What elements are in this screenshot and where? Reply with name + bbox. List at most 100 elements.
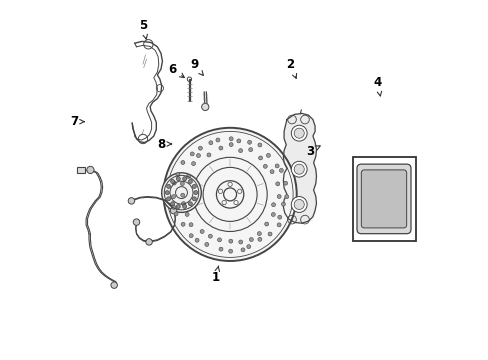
Circle shape: [275, 164, 279, 168]
Circle shape: [162, 173, 201, 212]
Circle shape: [294, 164, 304, 174]
Circle shape: [366, 176, 375, 184]
Text: 4: 4: [373, 76, 381, 96]
Circle shape: [192, 184, 196, 188]
Circle shape: [228, 239, 232, 243]
Circle shape: [217, 238, 221, 242]
Circle shape: [190, 152, 194, 156]
Circle shape: [219, 146, 223, 150]
Circle shape: [249, 238, 253, 242]
Text: 3: 3: [305, 145, 320, 158]
Circle shape: [277, 194, 281, 198]
Circle shape: [269, 170, 273, 174]
Circle shape: [170, 202, 174, 206]
Circle shape: [188, 202, 192, 206]
Circle shape: [400, 183, 406, 189]
Circle shape: [176, 204, 180, 208]
Circle shape: [266, 153, 270, 157]
Circle shape: [229, 137, 233, 141]
Text: 2: 2: [286, 58, 296, 78]
Circle shape: [281, 202, 285, 206]
Bar: [77, 167, 84, 173]
Circle shape: [196, 154, 200, 158]
Text: 5: 5: [139, 19, 147, 39]
Text: 7: 7: [70, 115, 84, 128]
Circle shape: [284, 195, 288, 199]
Circle shape: [111, 282, 117, 288]
Circle shape: [163, 128, 296, 261]
Circle shape: [181, 193, 184, 197]
Circle shape: [174, 212, 178, 216]
FancyBboxPatch shape: [361, 170, 406, 228]
Circle shape: [241, 248, 244, 252]
Circle shape: [248, 148, 252, 152]
Circle shape: [271, 203, 275, 207]
Circle shape: [172, 181, 176, 185]
Circle shape: [247, 140, 251, 144]
FancyBboxPatch shape: [356, 164, 410, 234]
Text: 6: 6: [168, 63, 184, 78]
Circle shape: [145, 239, 152, 245]
Circle shape: [166, 184, 170, 188]
Circle shape: [170, 180, 174, 184]
Circle shape: [294, 199, 304, 210]
Text: 8: 8: [157, 138, 171, 150]
Circle shape: [183, 204, 186, 208]
Circle shape: [257, 231, 261, 235]
Text: 1: 1: [211, 266, 219, 284]
Circle shape: [228, 249, 232, 253]
Circle shape: [191, 162, 195, 166]
Circle shape: [277, 215, 281, 219]
Circle shape: [183, 177, 186, 181]
Circle shape: [238, 149, 242, 153]
Circle shape: [294, 128, 304, 138]
Circle shape: [171, 195, 175, 199]
Circle shape: [267, 232, 271, 236]
Text: 9: 9: [189, 58, 203, 75]
Polygon shape: [283, 113, 316, 223]
Circle shape: [176, 172, 180, 176]
Circle shape: [277, 223, 281, 227]
Circle shape: [189, 223, 193, 227]
Circle shape: [291, 161, 306, 177]
Circle shape: [219, 247, 223, 251]
Circle shape: [181, 202, 185, 206]
Circle shape: [204, 242, 208, 246]
Circle shape: [128, 198, 134, 204]
Circle shape: [192, 197, 196, 201]
Circle shape: [275, 182, 279, 186]
Circle shape: [263, 164, 267, 168]
Circle shape: [236, 139, 241, 143]
Circle shape: [186, 174, 190, 178]
Circle shape: [208, 141, 212, 145]
Circle shape: [200, 229, 203, 233]
Circle shape: [87, 166, 94, 174]
Circle shape: [216, 138, 220, 142]
Circle shape: [166, 197, 170, 201]
Circle shape: [291, 125, 306, 141]
Circle shape: [201, 103, 208, 111]
Circle shape: [185, 212, 189, 216]
Circle shape: [193, 191, 197, 194]
Circle shape: [181, 161, 184, 165]
Circle shape: [283, 181, 287, 185]
Circle shape: [198, 146, 202, 150]
Circle shape: [258, 156, 262, 160]
Circle shape: [176, 177, 180, 181]
Circle shape: [257, 237, 261, 241]
Bar: [352, 157, 415, 241]
Circle shape: [188, 180, 192, 184]
Circle shape: [172, 205, 176, 209]
Circle shape: [206, 153, 210, 157]
Circle shape: [264, 222, 268, 226]
Circle shape: [165, 191, 169, 194]
Circle shape: [195, 238, 199, 242]
Circle shape: [208, 234, 212, 238]
Circle shape: [246, 245, 250, 249]
Circle shape: [291, 197, 306, 212]
Circle shape: [181, 222, 185, 226]
Circle shape: [279, 168, 283, 172]
Circle shape: [229, 143, 233, 147]
Circle shape: [133, 219, 140, 225]
Circle shape: [170, 207, 177, 214]
